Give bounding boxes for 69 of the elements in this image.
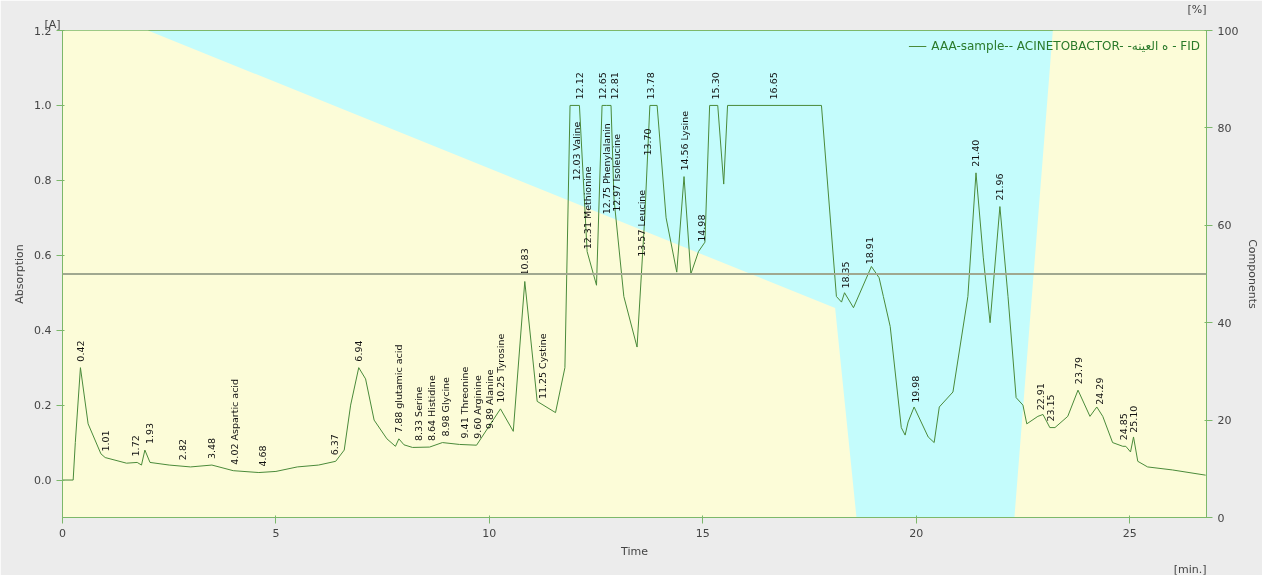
y2-tick-label: 100 (1217, 24, 1239, 38)
annotation: 21.96 (994, 173, 1006, 201)
x-tick-label: 25 (1122, 526, 1137, 540)
annotation: 3.48 (205, 437, 217, 460)
annotation: 18.35 (840, 261, 852, 289)
x-tick-label: 20 (909, 526, 924, 540)
y2-axis-title: Components (1246, 239, 1260, 310)
annotation: 4.02 Aspartic acid (228, 378, 240, 465)
annotation: 15.30 (710, 72, 722, 100)
annotation: 2.82 (177, 439, 189, 461)
annotation: 12.03 Valine (570, 121, 582, 181)
annotation: 6.94 (353, 340, 365, 362)
y2-tick-label: 20 (1217, 414, 1232, 428)
annotation: 13.57 Leucine (636, 189, 648, 257)
text: [%] (1187, 2, 1207, 16)
annotation: 12.12 (574, 72, 586, 100)
y-tick-label: 0.0 (34, 474, 52, 488)
y2-tick-label: 60 (1217, 219, 1232, 233)
annotation: 6.37 (328, 434, 340, 456)
annotation: 25.10 (1128, 405, 1140, 433)
annotation: 9.60 Arginine (471, 375, 483, 439)
annotation: 14.56 Lysine (678, 110, 690, 171)
y-tick-label: 0.8 (34, 174, 52, 188)
x-axis-title: Time (620, 544, 649, 558)
annotation: 1.93 (144, 422, 156, 445)
y-tick-label: 0.2 (34, 399, 52, 413)
annotation: 19.98 (909, 375, 921, 403)
x-tick-label: 15 (695, 526, 710, 540)
y2-tick-label: 40 (1217, 316, 1232, 330)
annotation: 1.01 (100, 430, 112, 452)
line-series (62, 104, 1207, 481)
annotation: 8.98 Glycine (440, 376, 452, 437)
annotation: 24.85 (1117, 413, 1129, 441)
annotation: 10.25 Tyrosine (494, 333, 506, 403)
x-tick-label: 5 (272, 526, 280, 540)
x-tick-label: 0 (59, 526, 66, 540)
y-tick-label: 1.0 (34, 99, 52, 113)
y-tick-label: 0.6 (34, 249, 52, 263)
annotation: 8.64 Histidine (425, 375, 437, 442)
annotation: 12.65 (596, 72, 608, 100)
y-tick-label: 0.4 (34, 324, 52, 338)
y2-tick-label: 80 (1217, 121, 1232, 135)
legend-label: AAA-sample-- ACINETOBACTOR- -ه العينه - FID (931, 39, 1200, 53)
annotation: 16.65 (767, 72, 779, 100)
annotation: 13.70 (641, 128, 653, 156)
annotation: 7.88 glutamic acid (393, 344, 405, 433)
y-axis-title: Absorption (13, 244, 27, 304)
annotation: 12.31 Methionine (582, 166, 594, 250)
x-tick-label: 10 (482, 526, 497, 540)
annotation: 12.81 (608, 72, 620, 100)
annotation: 12.75 Phenylalanin (601, 123, 613, 215)
annotation: 14.98 (696, 214, 708, 242)
annotation: 22.91 (1034, 383, 1046, 411)
annotation: 18.91 (864, 237, 876, 265)
annotation: 4.68 (256, 445, 268, 467)
annotation: 8.33 Serine (412, 386, 424, 442)
annotation: 10.83 (519, 248, 531, 276)
y2-tick-label: 0 (1217, 511, 1225, 525)
annotation: 11.25 Cystine (537, 333, 549, 400)
annotation: 1.72 (130, 435, 142, 457)
annotation: 0.42 (74, 340, 86, 362)
annotation: 9.41 Threonine (458, 366, 470, 439)
annotation: 23.79 (1072, 356, 1084, 385)
annotation: 23.15 (1045, 394, 1057, 422)
annotation: 24.29 (1093, 377, 1105, 405)
annotation: 13.78 (645, 72, 657, 100)
annotation: 21.40 (970, 139, 982, 167)
text: [min.] (1173, 562, 1207, 576)
annotation: 9.89 Alanine (484, 369, 496, 430)
